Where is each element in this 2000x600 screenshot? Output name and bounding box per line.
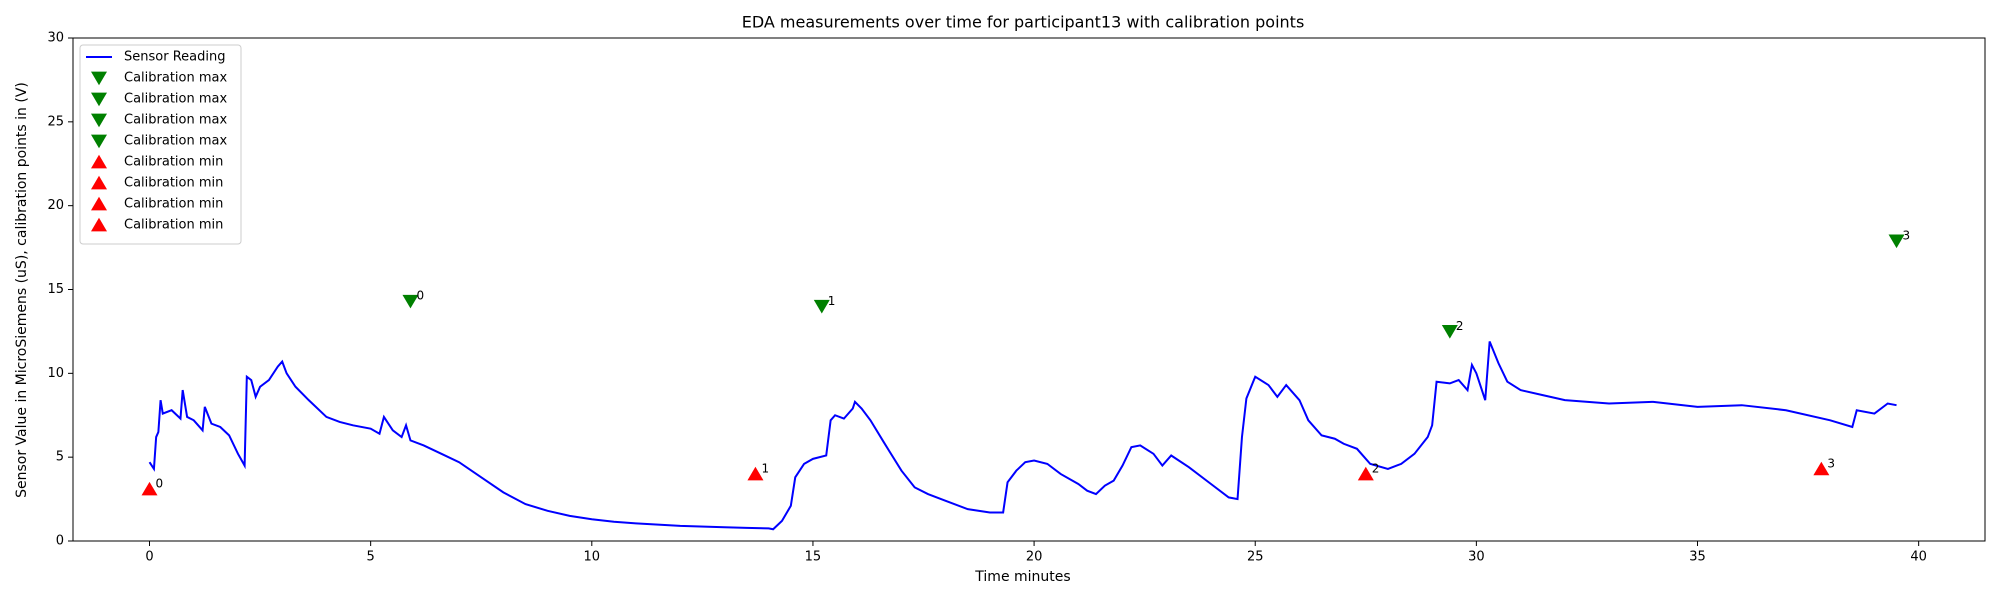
x-tick-label: 35 <box>1689 550 1706 565</box>
legend-swatch <box>91 175 107 190</box>
legend-swatch <box>91 113 107 128</box>
x-tick-label: 5 <box>367 550 375 565</box>
legend-label: Calibration max <box>124 92 227 107</box>
legend-label: Calibration max <box>124 71 227 86</box>
calibration-marker <box>402 294 419 309</box>
x-tick-label: 10 <box>584 550 601 565</box>
legend-swatch <box>91 154 107 169</box>
x-tick-label: 25 <box>1247 550 1264 565</box>
x-tick-label: 15 <box>805 550 822 565</box>
x-tick-label: 30 <box>1468 550 1485 565</box>
point-label: 3 <box>1827 456 1835 470</box>
legend-label: Calibration min <box>124 176 223 191</box>
point-label: 3 <box>1903 228 1911 242</box>
y-axis-label: Sensor Value in MicroSiemens (uS), calib… <box>14 82 30 498</box>
point-label: 2 <box>1456 319 1464 333</box>
y-tick-label: 25 <box>47 114 64 129</box>
legend-swatch <box>91 196 107 211</box>
point-label: 0 <box>156 477 164 491</box>
plot-frame <box>72 37 1986 542</box>
calibration-marker <box>1441 325 1458 339</box>
legend-swatch <box>91 217 107 232</box>
y-tick-label: 20 <box>47 198 64 213</box>
legend-label: Calibration min <box>124 197 223 212</box>
x-axis-label: Time minutes <box>974 569 1070 585</box>
chart-title: EDA measurements over time for participa… <box>742 13 1305 32</box>
point-label: 0 <box>416 289 424 303</box>
calibration-marker <box>1357 466 1374 481</box>
calibration-marker <box>141 481 158 496</box>
y-tick-label: 15 <box>47 282 64 297</box>
y-tick-label: 5 <box>56 450 64 465</box>
y-tick-label: 0 <box>56 534 64 549</box>
calibration-marker <box>813 299 830 314</box>
legend-swatch <box>91 92 107 107</box>
legend-box <box>79 44 242 245</box>
point-label: 1 <box>761 461 769 475</box>
legend-swatch <box>91 134 107 149</box>
x-tick-label: 40 <box>1910 550 1927 565</box>
point-label: 1 <box>828 294 836 308</box>
legend-label: Calibration max <box>124 134 227 149</box>
calibration-marker <box>1888 234 1905 249</box>
legend-label: Calibration max <box>124 113 227 128</box>
y-tick-label: 30 <box>47 31 64 46</box>
x-tick-label: 0 <box>145 550 153 565</box>
sensor-line <box>148 341 1897 531</box>
legend-label: Calibration min <box>124 218 223 233</box>
legend-label: Sensor Reading <box>124 50 225 65</box>
y-tick-label: 10 <box>47 366 64 381</box>
x-tick-label: 20 <box>1026 550 1043 565</box>
calibration-marker <box>747 466 764 481</box>
legend-swatch <box>91 71 107 86</box>
calibration-marker <box>1813 461 1830 476</box>
point-label: 2 <box>1372 461 1380 475</box>
legend-label: Calibration min <box>124 155 223 170</box>
